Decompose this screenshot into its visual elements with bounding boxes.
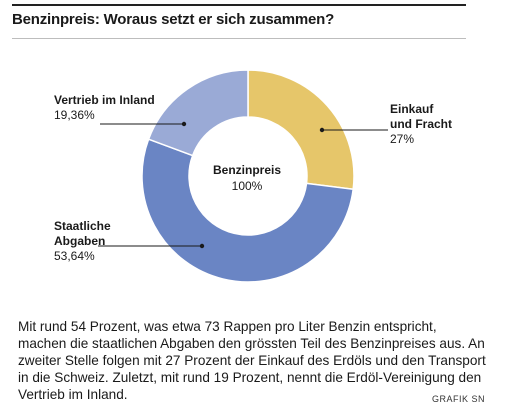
body-paragraph: Mit rund 54 Prozent, was etwa 73 Rappen … — [18, 319, 486, 402]
label-einkauf-line2: und Fracht — [390, 117, 452, 131]
center-label-name: Benzinpreis — [212, 163, 281, 177]
chart-title: Benzinpreis: Woraus setzt er sich zusamm… — [12, 11, 335, 28]
label-einkauf-pct: 27% — [390, 132, 415, 146]
donut-slice-einkauf-und-fracht — [247, 69, 355, 191]
label-abgaben-line2: Abgaben — [54, 234, 106, 248]
leader-dot-1 — [181, 121, 187, 127]
donut-center-label: Benzinpreis 100% — [185, 162, 309, 194]
center-label-value: 100% — [231, 179, 263, 193]
leader-dot-2 — [199, 243, 205, 249]
title-divider — [12, 38, 466, 39]
leader-dot-0 — [319, 127, 325, 133]
label-vertrieb: Vertrieb im Inland 19,36% — [54, 93, 155, 123]
label-einkauf: Einkauf und Fracht 27% — [390, 102, 452, 147]
body-text: Mit rund 54 Prozent, was etwa 73 Rappen … — [18, 318, 488, 403]
top-rule — [12, 4, 466, 6]
label-abgaben-pct: 53,64% — [54, 249, 95, 263]
donut-slice-vertrieb-im-inland — [147, 69, 249, 157]
label-vertrieb-pct: 19,36% — [54, 108, 95, 122]
label-einkauf-line1: Einkauf — [390, 102, 434, 116]
donut-chart — [98, 69, 388, 283]
label-vertrieb-line1: Vertrieb im Inland — [54, 93, 155, 107]
label-abgaben-line1: Staatliche — [54, 219, 111, 233]
label-abgaben: Staatliche Abgaben 53,64% — [54, 219, 111, 264]
graphic-credit: GRAFIK SN — [432, 394, 486, 404]
